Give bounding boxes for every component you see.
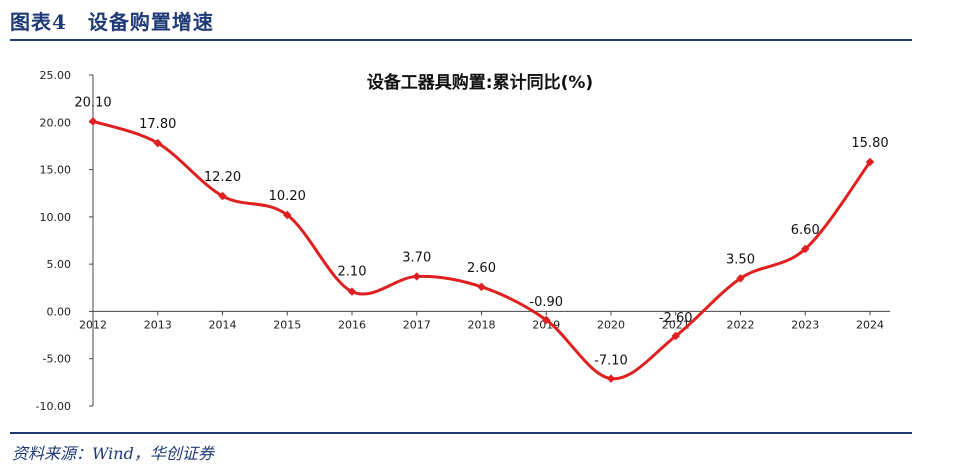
y-tick-label: -5.00	[43, 353, 71, 366]
bottom-divider	[10, 432, 912, 434]
x-tick-label: 2022	[727, 318, 755, 331]
data-point	[88, 117, 98, 126]
figure-title: 图表4 设备购置增速	[10, 10, 214, 34]
data-label: 6.60	[791, 223, 820, 238]
data-point	[347, 287, 357, 296]
y-tick-label: 15.00	[40, 164, 72, 177]
y-tick-label: -10.00	[36, 400, 71, 413]
data-label: 20.10	[74, 95, 111, 110]
x-tick-label: 2012	[79, 318, 107, 331]
x-tick-label: 2015	[273, 318, 301, 331]
data-point	[671, 331, 680, 341]
x-tick-label: 2020	[597, 318, 625, 331]
data-point	[736, 274, 745, 283]
data-point	[542, 315, 551, 325]
data-label: -2.60	[659, 311, 693, 326]
chart-axes: 25.00 20.00 15.00 10.00 5.00 0.00 -5.00 -10.00 2…	[36, 69, 890, 413]
y-tick-label: 20.00	[40, 116, 72, 129]
series-line	[92, 119, 872, 381]
x-tick-label: 2024	[856, 318, 884, 331]
x-tick-label: 2021	[662, 318, 690, 331]
x-tick-label: 2023	[791, 318, 819, 331]
data-point	[606, 374, 616, 383]
data-point	[412, 272, 421, 281]
data-label: 3.70	[402, 250, 431, 265]
data-label: -0.90	[529, 295, 563, 310]
x-tick-label: 2014	[209, 318, 237, 331]
data-label: 2.10	[338, 265, 367, 280]
data-label: -7.10	[594, 354, 628, 369]
x-tick-label: 2017	[403, 318, 431, 331]
data-label: 10.20	[269, 189, 306, 204]
y-tick-label: 0.00	[47, 305, 72, 318]
x-tick-label: 2013	[144, 318, 172, 331]
data-label: 2.60	[467, 261, 496, 276]
chart-series	[88, 117, 875, 383]
chart-title: 设备工器具购置:累计同比(%)	[367, 72, 593, 93]
data-label: 12.20	[204, 170, 241, 185]
x-tick-label: 2018	[468, 318, 496, 331]
source-note: 资料来源：Wind，华创证券	[12, 444, 214, 463]
data-point	[283, 210, 292, 220]
data-labels: 20.10 17.80 12.20 10.20 2.10 3.70 2.60 -0.90 -7.…	[74, 95, 888, 368]
y-tick-label: 10.00	[40, 211, 72, 224]
data-point	[218, 191, 227, 201]
top-divider	[10, 39, 912, 41]
data-point	[153, 138, 162, 148]
data-label: 15.80	[851, 136, 888, 151]
data-label: 3.50	[726, 252, 755, 267]
data-label: 17.80	[139, 117, 176, 132]
x-tick-label: 2019	[532, 318, 560, 331]
x-tick-label: 2016	[338, 318, 366, 331]
y-tick-label: 25.00	[40, 69, 72, 82]
y-tick-label: 5.00	[47, 258, 72, 271]
data-point	[477, 282, 486, 292]
